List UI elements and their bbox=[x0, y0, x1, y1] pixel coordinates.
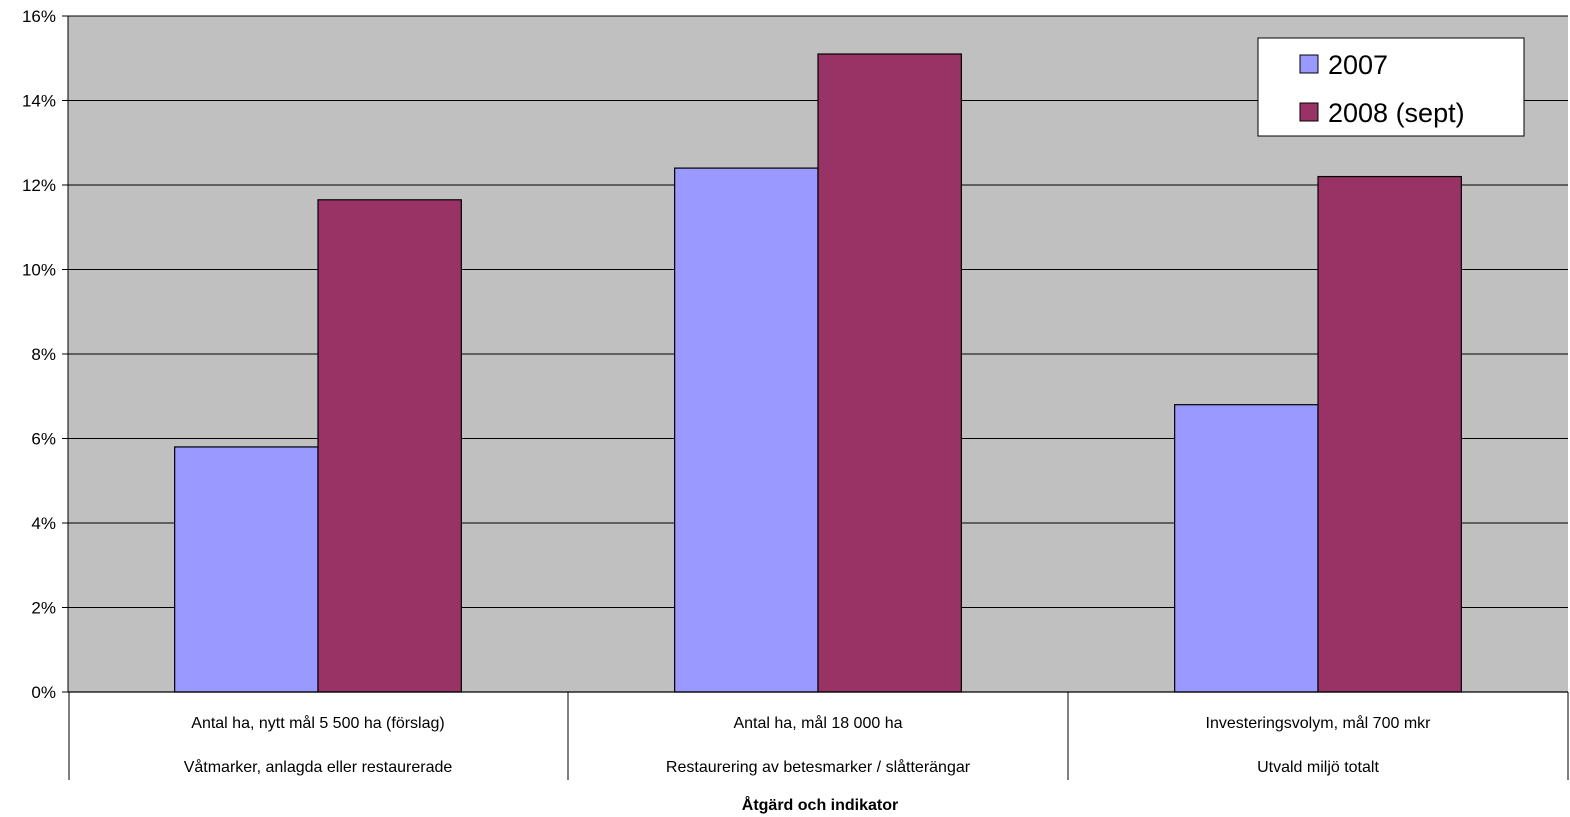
y-tick-label: 16% bbox=[22, 7, 56, 26]
y-tick-label: 10% bbox=[22, 261, 56, 280]
legend: 2007 2008 (sept) bbox=[1257, 37, 1525, 137]
category-label-line1: Antal ha, nytt mål 5 500 ha (förslag) bbox=[191, 714, 444, 732]
y-tick-label: 6% bbox=[31, 430, 56, 449]
bar-series-1 bbox=[674, 167, 819, 693]
category-label-line1: Investeringsvolym, mål 700 mkr bbox=[1206, 714, 1432, 732]
bar-series-2 bbox=[317, 199, 462, 693]
x-axis-title: Åtgärd och indikator bbox=[742, 795, 898, 814]
category-label-line2: Utvald miljö totalt bbox=[1257, 759, 1379, 776]
bar-series-2 bbox=[1317, 175, 1462, 693]
legend-swatch bbox=[1299, 54, 1319, 74]
bars bbox=[174, 53, 1462, 693]
y-tick-label: 0% bbox=[31, 683, 56, 702]
y-tick-label: 2% bbox=[31, 599, 56, 618]
legend-label: 2008 (sept) bbox=[1328, 98, 1465, 128]
y-tick-label: 8% bbox=[31, 345, 56, 364]
category-label-line1: Antal ha, mål 18 000 ha bbox=[733, 714, 902, 732]
y-tick-label: 12% bbox=[22, 176, 56, 195]
bar-series-1 bbox=[1174, 404, 1319, 693]
category-label-line2: Restaurering av betesmarker / slåtteräng… bbox=[666, 758, 971, 776]
legend-label: 2007 bbox=[1328, 50, 1388, 80]
legend-swatch bbox=[1299, 102, 1319, 122]
y-tick-label: 14% bbox=[22, 92, 56, 111]
category-label-line2: Våtmarker, anlagda eller restaurerade bbox=[184, 758, 453, 776]
y-axis-ticks: 0% 2% 4% 6% 8% 10% 12% 14% 16% bbox=[22, 7, 69, 702]
y-tick-label: 4% bbox=[31, 514, 56, 533]
bar-series-2 bbox=[817, 53, 962, 693]
x-axis: Antal ha, nytt mål 5 500 ha (förslag) Våt… bbox=[68, 691, 1569, 780]
bar-series-1 bbox=[174, 446, 319, 693]
